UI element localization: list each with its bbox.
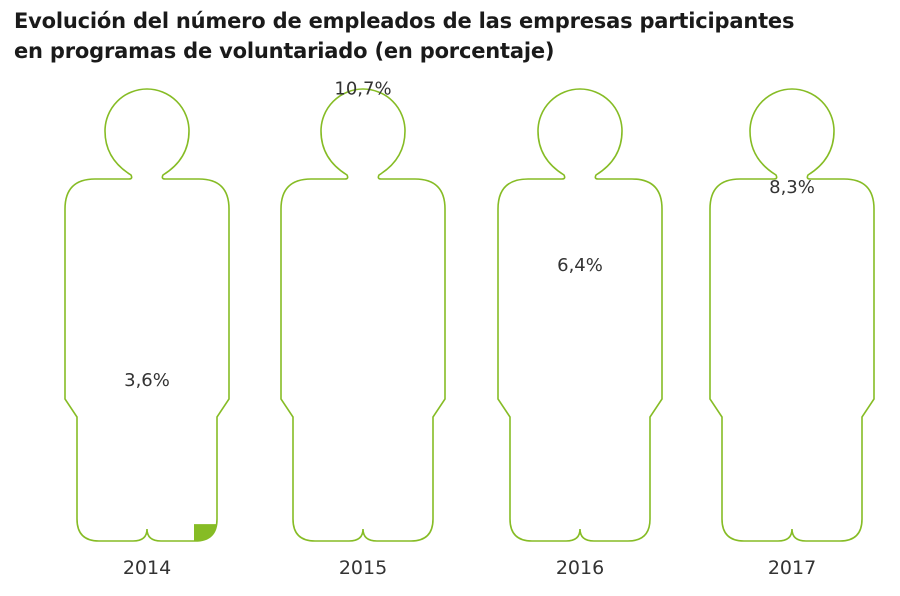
value-label: 10,7% [334,78,391,99]
chart-title-line-1: Evolución del número de empleados de las… [14,9,795,33]
figure-outline [280,88,446,542]
year-label: 2015 [339,557,387,579]
figure-outline [709,88,875,542]
chart-title-line-2: en programas de voluntariado (en porcent… [14,39,555,63]
value-label: 3,6% [124,370,170,391]
figure-outline [64,88,230,542]
year-label: 2014 [123,557,171,579]
year-label: 2016 [556,557,604,579]
figure-2017: 8,3% 2017 [709,88,875,579]
value-label: 8,3% [769,177,815,198]
chart-title: Evolución del número de empleados de las… [14,6,794,66]
figure-outline [497,88,663,542]
value-label: 6,4% [557,255,603,276]
figure-2014: 3,6% 2014 [64,88,230,579]
year-label: 2017 [768,557,816,579]
figure-2016: 6,4% 2016 [497,88,663,579]
figure-2015: 10,7% 2015 [280,78,446,579]
